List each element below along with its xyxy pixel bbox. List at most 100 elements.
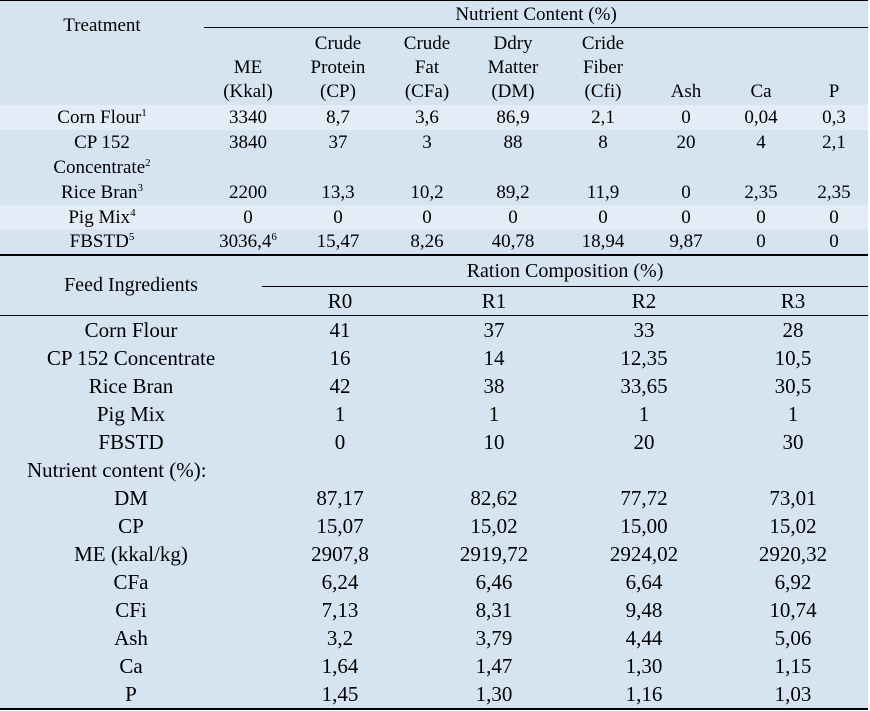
table-cell: 14 xyxy=(418,344,570,372)
table-cell: 1 xyxy=(262,400,418,428)
row-label: Pig Mix4 xyxy=(0,205,204,229)
column-header-line: Ca xyxy=(750,81,772,102)
row-label: P xyxy=(0,680,262,710)
table-cell: 0 xyxy=(650,180,722,205)
nutrient-content-table: Treatment Nutrient Content (%) ME (Kkal) C… xyxy=(0,0,869,254)
table-cell: 3,79 xyxy=(418,624,570,652)
table-cell: 1,30 xyxy=(570,652,718,680)
feed-ingredients-header: Feed Ingredients xyxy=(0,255,262,316)
table-row: Nutrient content (%): xyxy=(0,456,869,484)
table-cell: 87,17 xyxy=(262,484,418,512)
table-cell: 2919,72 xyxy=(418,540,570,568)
row-label: Rice Bran xyxy=(0,372,262,400)
table-cell: 3,2 xyxy=(262,624,418,652)
table-cell: 11,9 xyxy=(556,180,650,205)
column-header: Ddry Matter (DM) xyxy=(470,27,556,105)
column-header-line: (CP) xyxy=(320,81,356,102)
table-cell: 0 xyxy=(292,205,384,229)
table-cell: 8,7 xyxy=(292,105,384,130)
column-header-line: (Cfi) xyxy=(584,81,622,102)
table-cell: 0,04 xyxy=(722,105,800,130)
table-row: Rice Bran3 2200 13,3 10,2 89,2 11,9 0 2,35 2,35 xyxy=(0,180,869,205)
table-row: Ash 3,2 3,79 4,44 5,06 xyxy=(0,624,869,652)
table-cell: 77,72 xyxy=(570,484,718,512)
table-cell: 40,78 xyxy=(470,229,556,254)
column-header-line: Matter xyxy=(487,57,539,78)
table-cell: 30 xyxy=(718,428,869,456)
table-cell: 1,03 xyxy=(718,680,869,710)
cell-value: 3036,4 xyxy=(219,231,272,252)
table-cell: 82,62 xyxy=(418,484,570,512)
table-cell: 8,31 xyxy=(418,596,570,624)
table-row: FBSTD5 3036,46 15,47 8,26 40,78 18,94 9,87 0 0 xyxy=(0,229,869,254)
row-label: CP xyxy=(0,512,262,540)
table-cell: 42 xyxy=(262,372,418,400)
table-cell: 3840 xyxy=(204,130,292,180)
column-header-line: (Kkal) xyxy=(223,81,273,102)
table-cell: 0 xyxy=(470,205,556,229)
row-label: Ca xyxy=(0,652,262,680)
row-label-text: Pig Mix xyxy=(68,206,131,228)
column-header: Crude Protein (CP) xyxy=(292,27,384,105)
table-row: ME (kkal/kg) 2907,8 2919,72 2924,02 2920,32 xyxy=(0,540,869,568)
table-cell: 5,06 xyxy=(718,624,869,652)
table-cell: 0,3 xyxy=(800,105,869,130)
table-row: Ca 1,64 1,47 1,30 1,15 xyxy=(0,652,869,680)
table-cell: 0 xyxy=(800,229,869,254)
column-header-line: Ash xyxy=(670,81,702,102)
row-label: FBSTD xyxy=(0,428,262,456)
table-cell: 6,64 xyxy=(570,568,718,596)
table-cell: 8 xyxy=(556,130,650,180)
column-header-line: Ddry xyxy=(493,33,533,54)
table-cell: 15,47 xyxy=(292,229,384,254)
column-header: ME (Kkal) xyxy=(204,27,292,105)
table-cell: 1,15 xyxy=(718,652,869,680)
column-header: Ash xyxy=(650,27,722,105)
table-cell: 9,87 xyxy=(650,229,722,254)
table-cell: 3340 xyxy=(204,105,292,130)
table-cell: 10,74 xyxy=(718,596,869,624)
table-cell: 2924,02 xyxy=(570,540,718,568)
table-row: CFi 7,13 8,31 9,48 10,74 xyxy=(0,596,869,624)
table-cell: 88 xyxy=(470,130,556,180)
nutrient-content-header: Nutrient Content (%) xyxy=(204,0,869,28)
table-cell: 0 xyxy=(650,205,722,229)
table-cell: 0 xyxy=(556,205,650,229)
table-cell: 15,07 xyxy=(262,512,418,540)
table-row: Pig Mix4 0 0 0 0 0 0 0 0 xyxy=(0,205,869,229)
table-cell: 20 xyxy=(570,428,718,456)
table-cell: 30,5 xyxy=(718,372,869,400)
row-label: CP 152 Concentrate2 xyxy=(0,130,204,180)
table-cell: 1,16 xyxy=(570,680,718,710)
ration-column-header: R2 xyxy=(570,286,718,316)
table-cell: 6,46 xyxy=(418,568,570,596)
table-cell: 15,00 xyxy=(570,512,718,540)
table-row: FBSTD 0 10 20 30 xyxy=(0,428,869,456)
column-header-line: Crude xyxy=(403,33,451,54)
nutrient-content-label: Nutrient content (%): xyxy=(0,456,869,484)
row-label-line: Concentrate xyxy=(53,157,146,178)
ration-column-header: R1 xyxy=(418,286,570,316)
table-cell: 89,2 xyxy=(470,180,556,205)
footnote-marker: 2 xyxy=(145,157,151,169)
table-row: Pig Mix 1 1 1 1 xyxy=(0,400,869,428)
footnote-marker: 3 xyxy=(137,182,144,194)
table-cell: 0 xyxy=(650,105,722,130)
table-cell: 12,35 xyxy=(570,344,718,372)
table-cell: 2200 xyxy=(204,180,292,205)
table-cell: 1,64 xyxy=(262,652,418,680)
table-cell: 0 xyxy=(384,205,470,229)
footnote-marker: 1 xyxy=(141,107,147,119)
table-cell: 2,35 xyxy=(722,180,800,205)
column-header: P xyxy=(800,27,869,105)
table-cell: 86,9 xyxy=(470,105,556,130)
table-cell: 3,6 xyxy=(384,105,470,130)
row-label: FBSTD5 xyxy=(0,229,204,254)
ration-composition-header: Ration Composition (%) xyxy=(262,255,869,287)
table-cell: 73,01 xyxy=(718,484,869,512)
table-cell: 13,3 xyxy=(292,180,384,205)
row-label-text: Corn Flour xyxy=(57,107,142,128)
footnote-marker: 5 xyxy=(128,231,135,243)
column-header-line: Fat xyxy=(414,57,440,78)
